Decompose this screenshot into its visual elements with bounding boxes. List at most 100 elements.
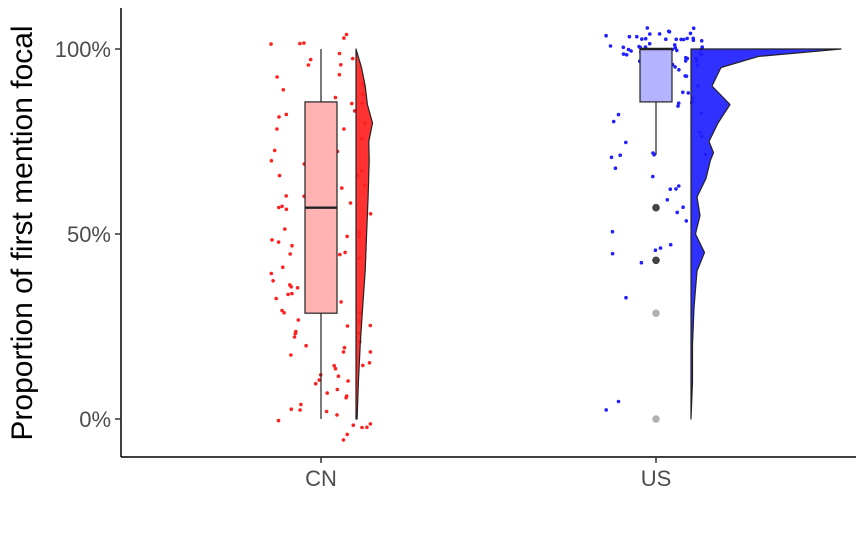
data-point <box>283 227 287 231</box>
data-point <box>295 286 300 290</box>
data-point <box>668 242 673 247</box>
data-point <box>348 201 353 205</box>
data-point <box>360 425 364 430</box>
data-point <box>298 408 302 412</box>
data-point <box>681 90 685 95</box>
data-point <box>277 205 281 210</box>
data-point <box>269 42 273 46</box>
data-point <box>609 155 614 160</box>
data-point <box>289 285 294 289</box>
data-point <box>677 68 681 72</box>
data-point <box>284 112 289 117</box>
data-point <box>684 219 689 223</box>
y-axis-title: Proportion of first mention focal <box>6 25 39 440</box>
outlier-point <box>652 309 660 317</box>
data-point <box>338 252 342 257</box>
data-point <box>604 33 608 38</box>
data-point <box>672 43 677 47</box>
outlier-point <box>652 203 660 212</box>
data-point <box>629 49 633 53</box>
data-point <box>324 409 329 414</box>
data-point <box>335 413 339 417</box>
data-point <box>699 39 704 43</box>
data-point <box>665 198 670 202</box>
data-point <box>368 323 373 328</box>
density-violin <box>690 48 842 420</box>
data-point <box>299 402 303 407</box>
data-point <box>621 52 626 56</box>
data-point <box>269 271 274 276</box>
data-point <box>673 65 677 69</box>
data-point <box>270 238 274 242</box>
data-point <box>666 29 671 34</box>
data-point <box>281 88 286 92</box>
x-tick-label: CN <box>305 466 337 491</box>
data-point <box>337 72 342 77</box>
outlier-point <box>652 256 660 265</box>
data-point <box>652 152 656 157</box>
data-point <box>683 59 688 63</box>
data-point <box>293 331 298 336</box>
data-point <box>677 184 681 188</box>
data-point <box>350 56 355 61</box>
data-point <box>339 63 343 67</box>
x-axis-ticks: CN US <box>305 457 671 491</box>
data-point <box>284 207 289 212</box>
plot-area <box>269 26 842 442</box>
data-point <box>681 37 686 42</box>
data-point <box>302 41 306 45</box>
data-point <box>624 53 629 57</box>
data-point <box>282 311 286 315</box>
x-tick-label: US <box>641 466 672 491</box>
data-point <box>280 308 284 313</box>
data-point <box>298 41 302 46</box>
data-point <box>673 45 678 50</box>
data-point <box>290 243 294 248</box>
data-point <box>681 205 685 209</box>
data-point <box>361 363 365 368</box>
data-point <box>276 418 281 423</box>
data-point <box>332 363 337 368</box>
data-point <box>342 36 346 40</box>
data-point <box>333 95 338 100</box>
data-point <box>275 127 279 131</box>
data-point <box>368 350 373 354</box>
data-point <box>351 423 356 428</box>
box-iqr <box>639 48 673 103</box>
data-point <box>651 174 655 179</box>
data-point <box>685 36 689 41</box>
data-point <box>346 379 350 383</box>
data-point <box>624 295 628 300</box>
data-point <box>676 104 680 108</box>
data-point <box>345 432 350 437</box>
data-point <box>284 194 289 198</box>
data-point <box>610 251 615 256</box>
data-point <box>658 246 663 250</box>
data-point <box>675 210 679 215</box>
data-point <box>344 32 349 37</box>
data-point <box>289 353 293 357</box>
data-point <box>342 345 347 350</box>
data-point <box>653 248 658 252</box>
data-point <box>668 187 673 191</box>
data-point <box>647 41 652 46</box>
data-point <box>684 74 689 78</box>
data-point <box>624 140 628 145</box>
data-point <box>626 47 631 52</box>
data-point <box>368 212 373 216</box>
data-point <box>345 234 349 239</box>
data-point <box>290 291 294 296</box>
data-point <box>341 350 346 354</box>
data-point <box>335 387 340 392</box>
data-point <box>340 186 344 190</box>
data-point <box>337 51 342 56</box>
data-point <box>333 366 338 371</box>
data-point <box>674 187 678 191</box>
data-point <box>691 38 696 42</box>
data-point <box>676 101 681 105</box>
data-point <box>341 438 346 442</box>
data-point <box>286 292 290 297</box>
data-point <box>281 265 285 270</box>
data-point <box>313 381 318 386</box>
